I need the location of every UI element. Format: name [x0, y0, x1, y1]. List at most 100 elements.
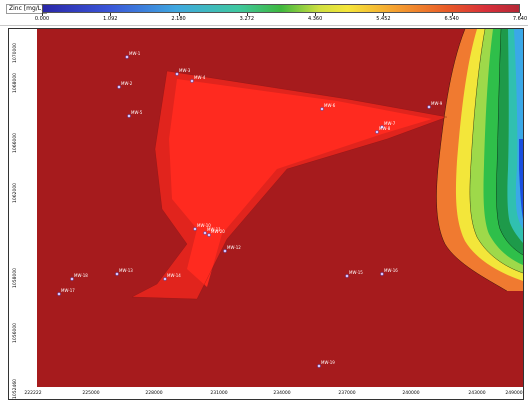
color-scale-bar	[42, 4, 520, 13]
x-tick-label: 240000	[402, 391, 420, 396]
well-dot	[163, 277, 167, 281]
contour-map[interactable]: MW-1 MW-2 MW-3MW-4 MW-5 MW-6 MW-7MW-8 MW-9 MW-1…	[37, 29, 523, 387]
y-tick-label: 1062000	[13, 182, 18, 203]
legend-tick-label: 1.092	[103, 16, 118, 22]
y-tick-label: 1068000	[13, 72, 18, 93]
well-label: MW-13	[119, 268, 133, 273]
well-dot	[193, 227, 197, 231]
well-label: MW-9	[431, 101, 443, 106]
well-label: MW-20	[211, 229, 225, 234]
well-marker[interactable]: MW-3	[175, 68, 191, 76]
well-marker[interactable]: MW-10	[193, 223, 211, 231]
well-marker[interactable]: MW-17	[57, 288, 75, 296]
well-dot	[117, 85, 121, 89]
y-tick-label: 1070000	[13, 42, 18, 63]
legend-tick	[178, 13, 180, 16]
y-tick-label: 1058000	[13, 267, 18, 288]
legend-tick-label: 3.272	[239, 16, 255, 22]
well-dot	[380, 125, 384, 129]
well-label: MW-1	[129, 51, 141, 56]
well-marker[interactable]: MW-1	[125, 51, 141, 59]
well-dot	[70, 277, 74, 281]
well-marker[interactable]: MW-18	[70, 273, 88, 281]
well-label: MW-3	[179, 68, 191, 73]
well-marker[interactable]: MW-12	[223, 245, 241, 253]
well-label: MW-6	[324, 103, 336, 108]
well-dot	[320, 107, 324, 111]
well-label: MW-19	[321, 360, 335, 365]
map-view[interactable]: 1070000 1068000 1066000 1062000 1058000 10560…	[8, 28, 524, 400]
well-label: MW-5	[131, 110, 143, 115]
well-marker[interactable]: MW-11	[203, 227, 221, 235]
well-dot	[427, 105, 431, 109]
well-marker[interactable]: MW-7	[380, 121, 396, 129]
well-label: MW-7	[384, 121, 396, 126]
legend-tick	[451, 13, 453, 16]
contour-line-3	[496, 29, 523, 256]
legend-tick-label: 7.640	[512, 16, 528, 22]
x-tick-label: 249000	[505, 391, 523, 396]
x-tick-label: 225000	[82, 391, 100, 396]
well-dot	[207, 233, 211, 237]
legend-tick	[383, 13, 385, 16]
well-label: MW-8	[379, 126, 391, 131]
well-dot	[317, 364, 321, 368]
x-tick-label: 237000	[338, 391, 356, 396]
legend-tick	[246, 13, 248, 16]
legend-tick-label: 4.360	[307, 16, 323, 22]
well-dot	[115, 272, 119, 276]
well-marker[interactable]: MW-13	[115, 268, 133, 276]
legend-tick-label: 6.540	[444, 16, 459, 22]
legend-title: Zinc [mg/L]	[6, 4, 47, 14]
well-label: MW-15	[349, 270, 363, 275]
x-tick-label: 228000	[145, 391, 163, 396]
y-tick-label: 1052460	[13, 378, 18, 399]
well-label: MW-18	[74, 273, 88, 278]
x-tick-label: 222222	[24, 391, 42, 396]
legend-tick-label: 5.452	[376, 16, 391, 22]
well-marker[interactable]: MW-8	[375, 126, 391, 134]
well-marker[interactable]: MW-20	[207, 229, 225, 237]
well-marker[interactable]: MW-19	[317, 360, 335, 368]
well-label: MW-11	[207, 227, 221, 232]
well-dot	[203, 231, 207, 235]
well-dot	[127, 114, 131, 118]
well-marker[interactable]: MW-15	[345, 270, 363, 278]
legend-tick	[520, 13, 521, 16]
legend-tick	[315, 13, 317, 16]
well-marker[interactable]: MW-14	[163, 273, 181, 281]
y-tick-label: 1066000	[13, 132, 18, 153]
well-dot	[380, 272, 384, 276]
well-label: MW-12	[227, 245, 241, 250]
well-marker[interactable]: MW-6	[320, 103, 336, 111]
y-tick-label: 1056000	[13, 322, 18, 343]
legend-tick	[42, 13, 43, 16]
well-label: MW-17	[61, 288, 75, 293]
x-tick-label: 231000	[210, 391, 228, 396]
plume-core	[169, 79, 432, 287]
legend-tick-label: 0.000	[34, 16, 50, 22]
legend-panel: Zinc [mg/L] 0.000 1.092 2.180 3.272 4.360 5.4…	[0, 0, 528, 26]
well-dot	[125, 55, 129, 59]
well-label: MW-14	[167, 273, 181, 278]
well-marker[interactable]: MW-9	[427, 101, 443, 109]
well-marker[interactable]: MW-4	[190, 75, 206, 83]
legend-tick-label: 2.180	[171, 16, 186, 22]
well-marker[interactable]: MW-5	[127, 110, 143, 118]
well-marker[interactable]: MW-2	[117, 81, 133, 89]
well-dot	[57, 292, 61, 296]
contour-line-1	[436, 29, 508, 292]
x-tick-label: 243000	[468, 391, 486, 396]
well-dot	[190, 79, 194, 83]
well-label: MW-4	[194, 75, 206, 80]
well-dot	[345, 274, 349, 278]
well-dot	[175, 72, 179, 76]
well-label: MW-10	[197, 223, 211, 228]
contour-blue	[519, 139, 523, 219]
well-marker[interactable]: MW-16	[380, 268, 398, 276]
well-label: MW-16	[384, 268, 398, 273]
well-label: MW-2	[121, 81, 133, 86]
wells-layer: MW-1 MW-2 MW-3MW-4 MW-5 MW-6 MW-7MW-8 MW-9 MW-1…	[57, 51, 443, 368]
well-dot	[223, 249, 227, 253]
well-dot	[375, 130, 379, 134]
